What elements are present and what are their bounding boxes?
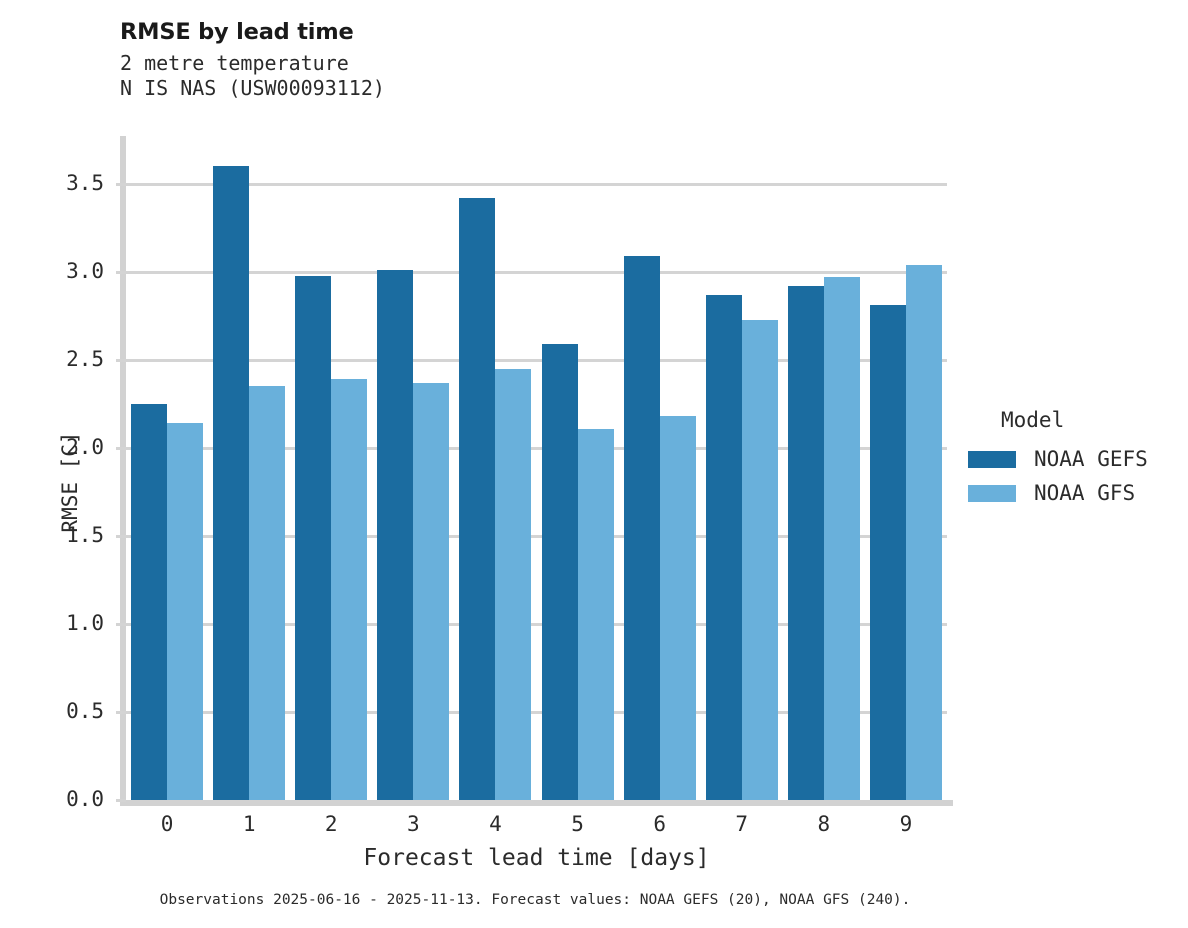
x-tick-label: 7	[735, 812, 749, 836]
bar	[459, 198, 496, 800]
chart-subtitle-variable: 2 metre temperature	[120, 51, 349, 75]
x-tick-label: 0	[160, 812, 174, 836]
page-title: RMSE by lead time	[120, 19, 354, 45]
y-tick-label: 0.0	[66, 787, 104, 811]
legend-swatch-icon	[968, 484, 1016, 502]
title-block: RMSE by lead time 2 metre temperature N …	[120, 18, 880, 101]
legend-item[interactable]: NOAA GFS	[968, 478, 1183, 508]
bar	[705, 294, 742, 800]
y-axis-tick	[116, 271, 126, 274]
x-tick-label: 8	[817, 812, 831, 836]
bar	[905, 264, 942, 800]
bar	[659, 416, 696, 800]
gridline	[126, 623, 947, 626]
y-axis-spine	[120, 136, 126, 804]
y-tick-label: 2.0	[66, 435, 104, 459]
bar	[377, 270, 414, 800]
y-tick-label: 3.5	[66, 171, 104, 195]
chart-subtitle-station: N IS NAS (USW00093112)	[120, 76, 385, 100]
gridline	[126, 447, 947, 450]
y-axis-title: RMSE [C]	[58, 431, 82, 533]
bar	[495, 368, 532, 800]
bar	[623, 256, 660, 800]
x-tick-label: 9	[899, 812, 913, 836]
legend-swatch-icon	[968, 450, 1016, 468]
y-axis-tick	[116, 359, 126, 362]
bar	[331, 379, 368, 800]
y-tick-label: 0.5	[66, 699, 104, 723]
y-tick-label: 1.5	[66, 523, 104, 547]
y-axis-tick	[116, 623, 126, 626]
bar	[787, 286, 824, 800]
bar	[869, 305, 906, 800]
bar	[823, 277, 860, 800]
y-tick-label: 2.5	[66, 347, 104, 371]
y-axis-tick	[116, 799, 126, 802]
bar	[741, 319, 778, 800]
gridline	[126, 711, 947, 714]
y-axis-tick	[116, 711, 126, 714]
y-axis-tick	[116, 183, 126, 186]
bar	[213, 166, 250, 800]
plot-area: RMSE [C]	[58, 140, 947, 802]
bar	[541, 344, 578, 800]
figure-caption: Observations 2025-06-16 - 2025-11-13. Fo…	[159, 892, 911, 908]
legend-label: NOAA GEFS	[1034, 447, 1148, 471]
legend-label: NOAA GFS	[1034, 481, 1136, 505]
x-tick-label: 4	[489, 812, 502, 836]
x-axis-title: Forecast lead time [days]	[363, 845, 710, 871]
legend-title: Model	[1001, 408, 1065, 432]
y-axis-tick	[116, 535, 126, 538]
bar	[577, 428, 614, 800]
bar	[131, 404, 168, 800]
x-tick-label: 1	[242, 812, 256, 836]
bars-layer	[126, 140, 947, 800]
x-tick-label: 2	[324, 812, 338, 836]
x-tick-label: 3	[407, 812, 420, 836]
gridline	[126, 271, 947, 274]
y-tick-label: 1.0	[66, 611, 104, 635]
gridline	[126, 535, 947, 538]
x-tick-label: 5	[571, 812, 584, 836]
bar	[167, 423, 204, 800]
legend-item[interactable]: NOAA GEFS	[968, 444, 1183, 474]
x-tick-label: 6	[653, 812, 666, 836]
bar	[413, 382, 450, 800]
y-tick-label: 3.0	[66, 259, 104, 283]
bar	[249, 386, 286, 800]
gridline	[126, 183, 947, 186]
gridline	[126, 359, 947, 362]
bar	[295, 275, 332, 800]
legend-entries: NOAA GEFS NOAA GFS	[968, 444, 1183, 508]
legend: Model NOAA GEFS NOAA GFS	[968, 408, 1183, 512]
x-axis-spine	[120, 800, 953, 806]
y-axis-tick	[116, 447, 126, 450]
